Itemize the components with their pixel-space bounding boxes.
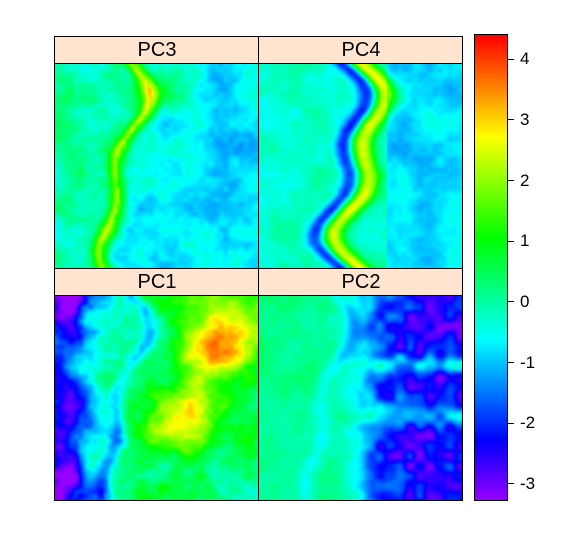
raster-pc3	[55, 64, 259, 269]
colorbar-tick: 1	[508, 231, 529, 251]
colorbar-tick: -2	[508, 413, 535, 433]
panel-divider-horizontal	[54, 268, 463, 269]
colorbar-tick: -1	[508, 353, 535, 373]
colorbar-tick-mark	[508, 422, 514, 424]
colorbar-tick-mark	[508, 301, 514, 303]
colorbar	[474, 34, 508, 501]
raster-pc4	[259, 64, 463, 269]
colorbar-tick-mark	[508, 483, 514, 485]
panel-pc1: PC1	[55, 269, 259, 501]
raster-pc2	[259, 296, 463, 501]
heatmap-pc2	[259, 296, 463, 501]
heatmap-pc4	[259, 64, 463, 269]
colorbar-tick: 4	[508, 49, 529, 69]
colorbar-axis: 4 3 2 1 0 -1 -2 -3	[508, 34, 568, 501]
colorbar-gradient	[475, 35, 507, 500]
colorbar-tick: 0	[508, 292, 529, 312]
raster-pc1	[55, 296, 259, 501]
colorbar-tick: 2	[508, 171, 529, 191]
colorbar-tick-label: 1	[520, 231, 530, 251]
colorbar-tick-mark	[508, 119, 514, 121]
colorbar-tick-label: -2	[520, 413, 536, 433]
panel-pc2: PC2	[259, 269, 463, 501]
panel-pc3: PC3	[55, 37, 259, 269]
heatmap-pc3	[55, 64, 259, 269]
panel-title-pc2: PC2	[259, 269, 463, 296]
panel-title-pc1: PC1	[55, 269, 259, 296]
panel-pc4: PC4	[259, 37, 463, 269]
heatmap-pc1	[55, 296, 259, 501]
colorbar-tick-label: 2	[520, 170, 530, 190]
colorbar-tick-label: -1	[520, 352, 536, 372]
colorbar-tick: 3	[508, 110, 529, 130]
colorbar-tick-mark	[508, 58, 514, 60]
colorbar-tick-label: 3	[520, 109, 530, 129]
colorbar-tick-mark	[508, 180, 514, 182]
colorbar-tick: -3	[508, 474, 535, 494]
colorbar-tick-label: 4	[520, 49, 530, 69]
colorbar-tick-label: 0	[520, 291, 530, 311]
panel-title-pc3: PC3	[55, 37, 259, 64]
colorbar-tick-label: -3	[520, 473, 536, 493]
panel-title-pc4: PC4	[259, 37, 463, 64]
colorbar-tick-mark	[508, 362, 514, 364]
colorbar-tick-mark	[508, 240, 514, 242]
